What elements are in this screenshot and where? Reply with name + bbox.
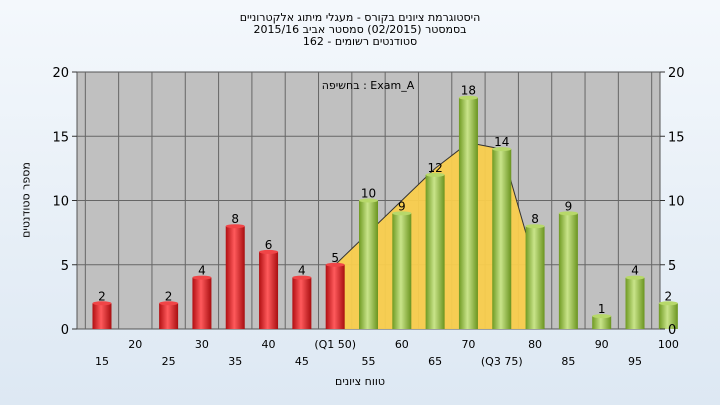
value-label: 8 (231, 212, 239, 226)
x-tick-label: 85 (561, 355, 575, 368)
bar-top (492, 147, 512, 152)
bar-95 (625, 277, 645, 329)
chart-annotation: בחשיפה : Exam_A (322, 79, 415, 92)
x-tick-label: 95 (628, 355, 642, 368)
bar-Q375 (492, 149, 512, 329)
x-tick-label: 25 (162, 355, 176, 368)
bar-top (558, 211, 578, 216)
bar-Q150 (325, 264, 345, 329)
bar-65 (425, 174, 445, 329)
y-axis-title: מספר סטודנטים (19, 162, 33, 238)
value-label: 2 (98, 289, 106, 303)
bar-55 (359, 200, 378, 329)
value-label: 10 (361, 187, 376, 201)
value-label: 14 (494, 135, 509, 149)
x-tick-label: 60 (395, 338, 409, 351)
y-tick-label: 15 (52, 130, 69, 145)
bar-top (592, 314, 612, 319)
bar-top (225, 224, 245, 229)
value-label: 5 (331, 251, 339, 265)
bar-top (525, 224, 545, 229)
y-tick-label-right: 15 (668, 130, 685, 145)
y-tick-label-right: 0 (668, 323, 676, 338)
bar-top (392, 211, 412, 216)
value-label: 1 (598, 302, 606, 316)
bar-top (192, 275, 212, 280)
x-tick-label: 35 (228, 355, 242, 368)
chart-title: היסטוגרמת ציונים בקורס - מעגלי מיתוג אלק… (239, 11, 481, 24)
bar-top (458, 95, 478, 100)
bar-top (259, 249, 279, 254)
bar-top (325, 262, 345, 267)
x-tick-label: (Q3 75) (481, 355, 523, 368)
bar-15 (92, 303, 112, 329)
bar-25 (159, 303, 179, 329)
bar-40 (259, 251, 279, 329)
bar-100 (658, 303, 678, 329)
bar-top (658, 301, 678, 306)
y-tick-label: 20 (52, 66, 69, 81)
value-label: 4 (198, 264, 206, 278)
bar-top (92, 301, 112, 306)
x-tick-label: 80 (528, 338, 542, 351)
x-tick-label: 65 (428, 355, 442, 368)
bar-top (292, 275, 312, 280)
bar-30 (192, 277, 212, 329)
bar-60 (392, 213, 412, 329)
chart-subtitle-enrolled: סטודנטים רשומים - 162 (302, 35, 418, 48)
bar-45 (292, 277, 312, 329)
value-label: 2 (665, 289, 673, 303)
y-tick-label-right: 20 (668, 66, 685, 81)
x-tick-label: 15 (95, 355, 109, 368)
y-tick-label: 5 (61, 259, 69, 274)
bar-top (425, 172, 445, 177)
value-label: 18 (461, 84, 476, 98)
value-label: 2 (165, 289, 173, 303)
bar-85 (558, 213, 578, 329)
value-label: 4 (298, 264, 306, 278)
x-tick-label: 45 (295, 355, 309, 368)
x-tick-label: 40 (262, 338, 276, 351)
x-tick-label: 70 (461, 338, 475, 351)
y-tick-label-right: 10 (668, 195, 685, 210)
bar-70 (458, 97, 478, 329)
bar-80 (525, 226, 545, 329)
x-axis-title: טווח ציונים (335, 375, 385, 388)
x-tick-label: 30 (195, 338, 209, 351)
x-tick-label: 55 (362, 355, 376, 368)
chart-subtitle-semester: בסמסטר (02/2015) סמסטר אביב 2015/16 (253, 23, 467, 36)
x-tick-label: 100 (658, 338, 679, 351)
value-label: 6 (265, 238, 273, 252)
bar-top (625, 275, 645, 280)
x-tick-label: (Q1 50) (314, 338, 356, 351)
bar-35 (225, 226, 245, 329)
x-tick-label: 20 (128, 338, 142, 351)
y-tick-label: 0 (61, 323, 69, 338)
bar-top (159, 301, 179, 306)
x-tick-label: 90 (595, 338, 609, 351)
value-label: 4 (631, 264, 639, 278)
bar-top (359, 198, 378, 203)
bar-90 (592, 316, 612, 329)
y-tick-label: 10 (52, 195, 69, 210)
value-label: 9 (398, 199, 406, 213)
value-label: 9 (565, 199, 573, 213)
y-tick-label-right: 5 (668, 259, 676, 274)
value-label: 12 (427, 161, 442, 175)
value-label: 8 (531, 212, 539, 226)
